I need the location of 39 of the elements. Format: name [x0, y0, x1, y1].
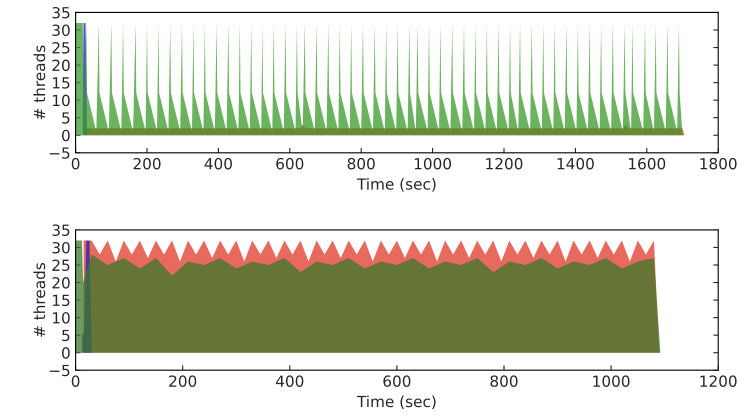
x-tick-label: 1200 [486, 158, 522, 170]
y-tick-label: 25 [52, 42, 70, 54]
y-axis-title: # threads [33, 46, 46, 120]
y-tick-label: 30 [52, 242, 70, 254]
y-tick-label: 20 [52, 60, 70, 72]
x-tick-label: 1400 [558, 158, 594, 170]
x-tick-label: 800 [490, 375, 518, 387]
y-tick-label: 15 [52, 77, 70, 89]
x-tick-label: 400 [204, 158, 232, 170]
x-tick-label: 600 [276, 158, 304, 170]
y-tick-label: 0 [62, 130, 70, 142]
x-tick-label: 1000 [593, 375, 630, 387]
y-tick-label: −5 [50, 147, 70, 159]
y-tick-label: 20 [52, 277, 70, 289]
y-tick-label: 25 [52, 259, 70, 272]
y-axis-title: # threads [33, 262, 46, 337]
y-tick-label: 30 [52, 24, 70, 36]
x-axis-title: Time (sec) [356, 395, 436, 410]
y-tick-label: 10 [52, 94, 70, 106]
y-tick-label: 5 [62, 330, 70, 342]
x-tick-label: 1000 [414, 158, 452, 170]
x-tick-label: 0 [72, 375, 80, 387]
y-tick-label: 10 [52, 312, 70, 324]
x-tick-label: 0 [72, 158, 80, 170]
x-tick-label: 800 [348, 158, 375, 170]
y-tick-label: 35 [52, 6, 70, 18]
x-tick-label: 400 [276, 375, 304, 387]
y-tick-label: 15 [52, 294, 70, 306]
y-tick-label: −5 [50, 364, 70, 376]
x-tick-label: 200 [169, 375, 196, 387]
x-tick-label: 1200 [700, 375, 737, 387]
x-tick-label: 200 [134, 158, 161, 170]
y-tick-label: 35 [52, 224, 70, 236]
y-tick-label: 0 [62, 347, 70, 359]
x-tick-label: 1800 [700, 158, 737, 170]
y-tick-label: 5 [62, 112, 70, 124]
x-tick-label: 1600 [629, 158, 666, 170]
x-tick-label: 600 [383, 375, 410, 387]
x-axis-title: Time (sec) [356, 178, 436, 192]
